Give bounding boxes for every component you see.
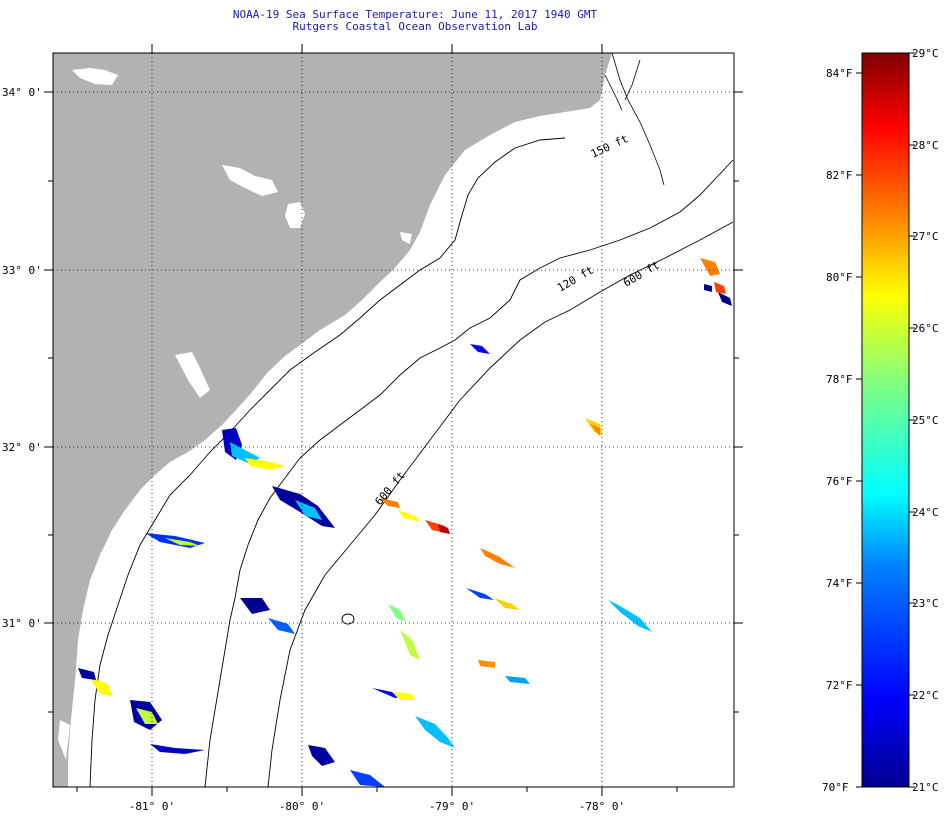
colorbar-ticks	[856, 52, 915, 788]
map-title: NOAA-19 Sea Surface Temperature: June 11…	[232, 8, 598, 21]
lat-label: 33° 0'	[2, 264, 42, 277]
colorbar-f-label: 82°F	[826, 169, 853, 182]
colorbar-c-label: 29°C	[912, 47, 939, 60]
colorbar-c-label: 24°C	[912, 506, 939, 519]
colorbar-f-label: 84°F	[826, 67, 853, 80]
colorbar-f-label: 72°F	[826, 679, 853, 692]
colorbar-c-label: 22°C	[912, 689, 939, 702]
lake	[72, 68, 118, 85]
lat-label: 31° 0'	[2, 617, 42, 630]
lon-label: -79° 0'	[429, 800, 475, 813]
colorbar-f-label: 70°F	[822, 781, 849, 794]
lake	[175, 352, 210, 398]
land-mass	[53, 53, 612, 787]
lon-label: -81° 0'	[129, 800, 175, 813]
lake	[285, 202, 305, 228]
colorbar-f-label: 80°F	[826, 271, 853, 284]
sst-patches	[78, 258, 732, 787]
lake	[400, 232, 412, 244]
colorbar-c-label: 21°C	[912, 781, 939, 794]
seamount-contour	[341, 613, 355, 625]
map-subtitle: Rutgers Coastal Ocean Observation Lab	[292, 20, 538, 33]
lon-label: -78° 0'	[579, 800, 625, 813]
colorbar-c-label: 23°C	[912, 597, 939, 610]
lake	[58, 720, 70, 760]
map-frame	[52, 52, 735, 788]
colorbar-c-label: 25°C	[912, 414, 939, 427]
isobath-600ft	[267, 221, 734, 787]
coastline	[604, 53, 665, 186]
lat-label: 32° 0'	[2, 441, 42, 454]
colorbar-f-label: 76°F	[826, 475, 853, 488]
isobath-150ft	[204, 159, 734, 787]
colorbar-f-label: 74°F	[826, 577, 853, 590]
isobath-120ft	[89, 137, 566, 787]
graticule	[53, 53, 734, 787]
lake	[222, 165, 278, 196]
colorbar-c-label: 28°C	[912, 139, 939, 152]
axis-ticks	[44, 44, 743, 796]
colorbar-f-label: 78°F	[826, 373, 853, 386]
colorbar	[861, 52, 910, 788]
colorbar-c-label: 27°C	[912, 230, 939, 243]
lon-label: -80° 0'	[279, 800, 325, 813]
lat-label: 34° 0'	[2, 86, 42, 99]
colorbar-c-label: 26°C	[912, 322, 939, 335]
